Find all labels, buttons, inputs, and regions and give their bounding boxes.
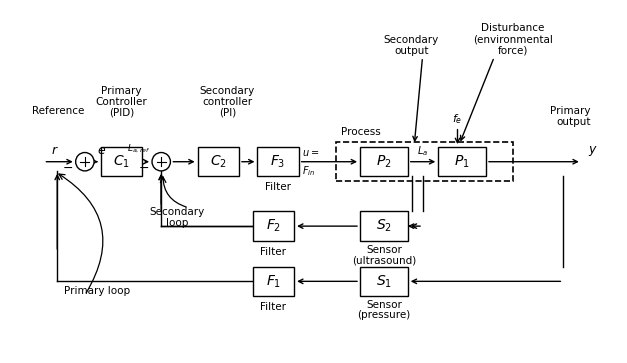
Text: Primary: Primary	[102, 86, 142, 96]
Text: $e$: $e$	[97, 144, 106, 157]
Text: $F_2$: $F_2$	[266, 218, 281, 234]
Text: $L_a$: $L_a$	[418, 144, 429, 158]
Bar	[253, 266, 294, 296]
Text: Filter: Filter	[260, 247, 287, 257]
Text: (ultrasound): (ultrasound)	[352, 255, 416, 265]
Bar	[438, 147, 486, 176]
Text: Process: Process	[340, 127, 381, 137]
Text: Primary loop: Primary loop	[64, 286, 130, 295]
Text: (PID): (PID)	[109, 108, 134, 118]
Bar	[360, 266, 408, 296]
Circle shape	[152, 152, 171, 171]
Text: $r$: $r$	[51, 144, 58, 157]
Text: $-$: $-$	[62, 161, 73, 174]
Text: Primary: Primary	[551, 106, 591, 116]
Text: Sensor: Sensor	[366, 245, 402, 255]
Text: output: output	[556, 117, 591, 127]
Text: Secondary: Secondary	[149, 207, 204, 217]
Text: $S_1$: $S_1$	[376, 273, 392, 290]
Text: Disturbance: Disturbance	[481, 23, 544, 33]
Text: $-$: $-$	[138, 161, 149, 174]
Text: $y$: $y$	[588, 144, 598, 158]
Bar	[253, 211, 294, 241]
Text: (pressure): (pressure)	[357, 310, 411, 321]
Text: (environmental: (environmental	[473, 34, 552, 44]
Text: $F_{in}$: $F_{in}$	[302, 164, 316, 178]
Text: Sensor: Sensor	[366, 300, 402, 310]
Text: (PI): (PI)	[219, 108, 236, 118]
Text: $u=$: $u=$	[302, 147, 320, 158]
Text: $F_3$: $F_3$	[270, 154, 286, 170]
Text: $f_e$: $f_e$	[452, 113, 463, 126]
Text: Secondary: Secondary	[200, 86, 255, 96]
Text: Filter: Filter	[260, 302, 287, 312]
Text: $L_{a,ref}$: $L_{a,ref}$	[127, 143, 150, 155]
Bar	[336, 142, 513, 181]
Text: $F_1$: $F_1$	[266, 273, 281, 290]
Text: Secondary: Secondary	[384, 35, 439, 45]
Text: Controller: Controller	[96, 97, 147, 107]
Bar	[360, 147, 408, 176]
Bar	[360, 211, 408, 241]
Text: $C_2$: $C_2$	[210, 154, 227, 170]
Bar	[257, 147, 299, 176]
Circle shape	[76, 152, 94, 171]
Text: Reference: Reference	[33, 106, 85, 116]
Text: $P_1$: $P_1$	[455, 154, 470, 170]
Bar	[101, 147, 142, 176]
Text: Filter: Filter	[265, 183, 291, 192]
Text: controller: controller	[203, 97, 253, 107]
Bar	[198, 147, 239, 176]
Text: force): force)	[497, 45, 528, 56]
Text: $S_2$: $S_2$	[376, 218, 392, 234]
Text: loop: loop	[166, 219, 188, 228]
Text: output: output	[394, 46, 429, 56]
Text: $C_1$: $C_1$	[113, 154, 130, 170]
Text: $P_2$: $P_2$	[376, 154, 392, 170]
